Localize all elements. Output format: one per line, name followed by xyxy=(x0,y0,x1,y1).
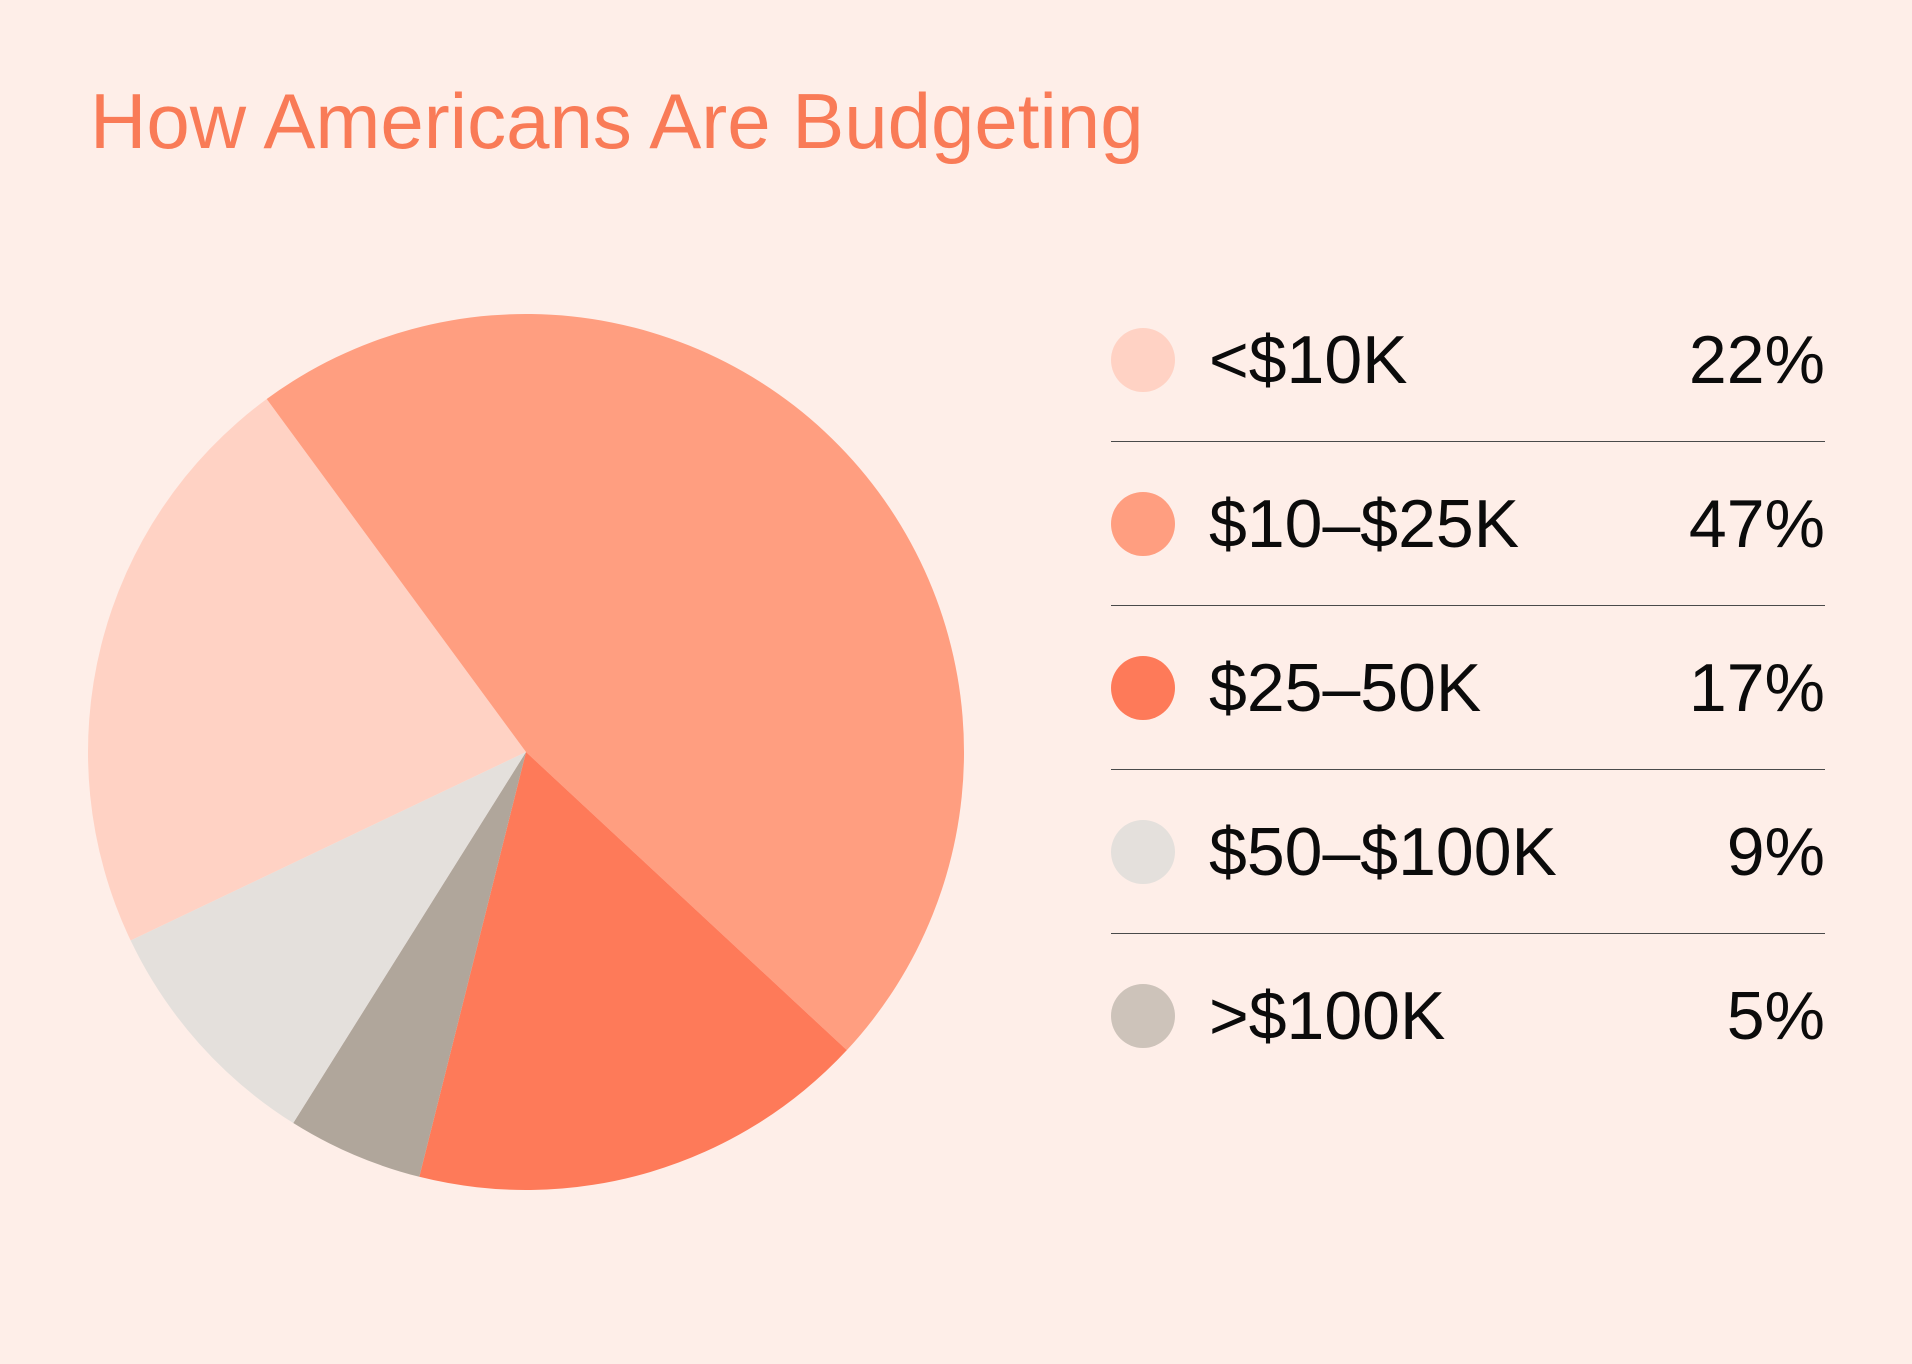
pie-slice xyxy=(419,752,847,1190)
legend-swatch xyxy=(1111,328,1175,392)
legend-label: <$10K xyxy=(1209,322,1408,398)
legend-value: 47% xyxy=(1688,486,1825,562)
chart-title: How Americans Are Budgeting xyxy=(90,77,1144,165)
legend-label: $10–$25K xyxy=(1209,486,1520,562)
pie-slice xyxy=(293,752,526,1177)
legend-item: $50–$100K 9% xyxy=(1111,770,1825,934)
legend-value: 5% xyxy=(1726,978,1825,1054)
legend-swatch xyxy=(1111,820,1175,884)
pie-slice xyxy=(88,399,527,941)
legend-item: >$100K 5% xyxy=(1111,934,1825,1098)
legend-item: $25–50K 17% xyxy=(1111,606,1825,770)
legend-swatch xyxy=(1111,492,1175,556)
legend-item: $10–$25K 47% xyxy=(1111,442,1825,606)
legend-label: $50–$100K xyxy=(1209,814,1557,890)
legend-value: 17% xyxy=(1688,650,1825,726)
legend-value: 9% xyxy=(1726,814,1825,890)
pie-slice xyxy=(266,313,965,1051)
legend-label: $25–50K xyxy=(1209,650,1482,726)
legend: <$10K 22% $10–$25K 47% $25–50K 17% $50–$100K 9%… xyxy=(1111,278,1825,1098)
legend-label: >$100K xyxy=(1209,978,1446,1054)
legend-swatch xyxy=(1111,984,1175,1048)
legend-item: <$10K 22% xyxy=(1111,278,1825,442)
pie-slice xyxy=(130,752,527,1124)
legend-swatch xyxy=(1111,656,1175,720)
legend-value: 22% xyxy=(1688,322,1825,398)
